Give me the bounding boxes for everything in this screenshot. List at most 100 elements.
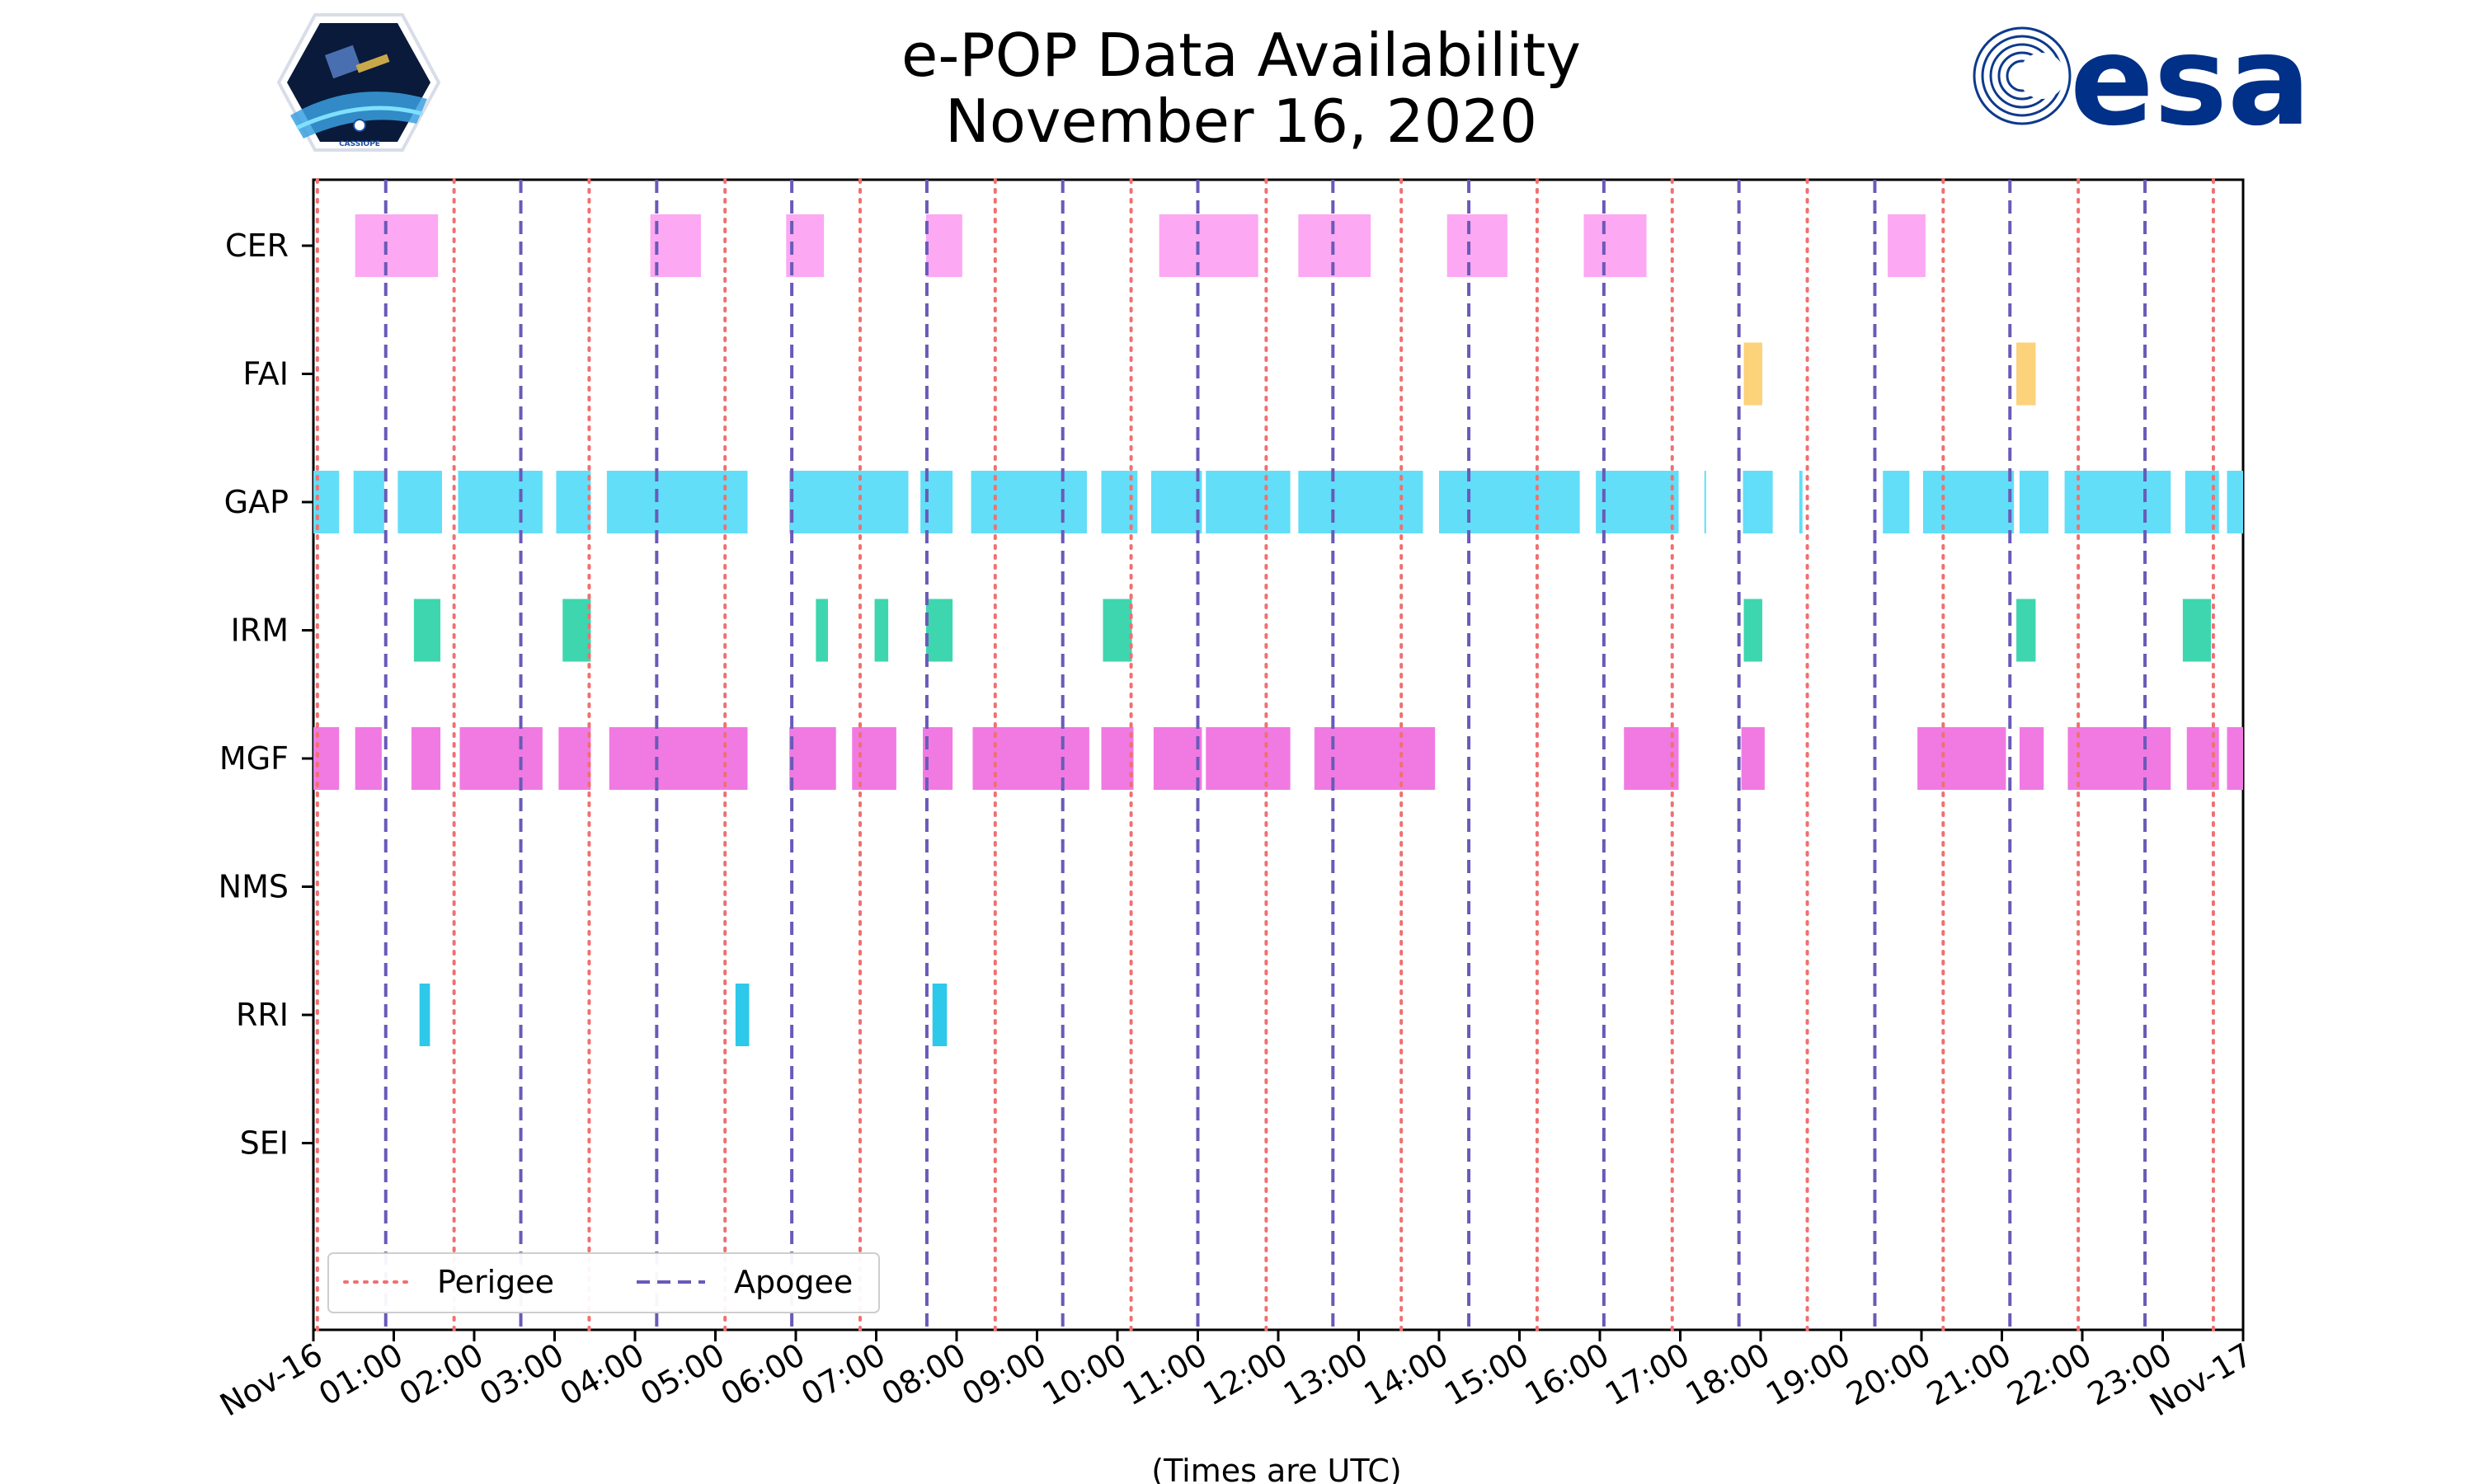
x-tick-label-4: 04:00 bbox=[554, 1336, 651, 1413]
bar-mgf-2 bbox=[411, 727, 441, 790]
y-tick-label-fai: FAI bbox=[242, 356, 289, 392]
bar-mgf-6 bbox=[789, 727, 836, 790]
x-tick-label-1: 01:00 bbox=[313, 1336, 409, 1413]
bar-fai-0 bbox=[1743, 342, 1762, 406]
x-tick-label-16: 16:00 bbox=[1519, 1336, 1616, 1413]
bar-cer-1 bbox=[650, 214, 701, 277]
cassiope-logo: CASSIOPE bbox=[276, 13, 441, 152]
x-tick-label-6: 06:00 bbox=[715, 1336, 811, 1413]
bar-irm-6 bbox=[1743, 599, 1762, 662]
bar-gap-1 bbox=[353, 471, 384, 533]
x-tick-label-19: 19:00 bbox=[1760, 1336, 1856, 1413]
bar-mgf-3 bbox=[459, 727, 543, 790]
bar-gap-17 bbox=[1799, 471, 1803, 533]
x-tick-label-21: 21:00 bbox=[1921, 1336, 2017, 1413]
bar-cer-4 bbox=[1159, 214, 1258, 277]
x-tick-label-10: 10:00 bbox=[1037, 1336, 1133, 1413]
bar-cer-0 bbox=[355, 214, 439, 277]
legend: Perigee Apogee bbox=[327, 1252, 880, 1313]
bar-irm-1 bbox=[562, 599, 591, 662]
x-tick-label-20: 20:00 bbox=[1841, 1336, 1937, 1413]
bar-mgf-20 bbox=[2227, 727, 2243, 790]
bar-cer-3 bbox=[925, 214, 962, 277]
x-tick-label-8: 08:00 bbox=[876, 1336, 972, 1413]
x-tick-label-18: 18:00 bbox=[1680, 1336, 1776, 1413]
bar-cer-6 bbox=[1446, 214, 1507, 277]
y-tick-label-mgf: MGF bbox=[219, 740, 289, 777]
bar-mgf-17 bbox=[2019, 727, 2044, 790]
bar-gap-13 bbox=[1439, 471, 1580, 533]
bar-gap-23 bbox=[2227, 471, 2243, 533]
bar-gap-18 bbox=[1883, 471, 1910, 533]
chart-title-line1: e-POP Data Availability bbox=[901, 21, 1581, 90]
x-tick-label-13: 13:00 bbox=[1277, 1336, 1374, 1413]
y-tick-label-rri: RRI bbox=[236, 997, 289, 1033]
bar-mgf-4 bbox=[558, 727, 591, 790]
bar-gap-20 bbox=[2019, 471, 2049, 533]
bar-gap-22 bbox=[2185, 471, 2219, 533]
bar-cer-7 bbox=[1583, 214, 1647, 277]
bar-gap-15 bbox=[1704, 471, 1706, 533]
x-tick-label-9: 09:00 bbox=[956, 1336, 1052, 1413]
esa-logo: esa bbox=[1973, 10, 2311, 153]
y-tick-label-gap: GAP bbox=[224, 484, 289, 520]
x-tick-label-15: 15:00 bbox=[1438, 1336, 1535, 1413]
bar-gap-2 bbox=[397, 471, 442, 533]
x-tick-label-11: 11:00 bbox=[1117, 1336, 1213, 1413]
bar-mgf-5 bbox=[609, 727, 748, 790]
bar-rri-2 bbox=[932, 984, 948, 1046]
bar-gap-16 bbox=[1743, 471, 1773, 533]
bar-rri-0 bbox=[419, 984, 430, 1046]
cassiope-logo-text: CASSIOPE bbox=[339, 140, 380, 148]
bar-gap-14 bbox=[1596, 471, 1679, 533]
bar-mgf-18 bbox=[2067, 727, 2171, 790]
y-tick-label-sei: SEI bbox=[240, 1125, 289, 1162]
bar-irm-2 bbox=[816, 599, 828, 662]
legend-box bbox=[327, 1252, 880, 1313]
bar-gap-5 bbox=[606, 471, 748, 533]
bar-mgf-9 bbox=[972, 727, 1089, 790]
bar-mgf-1 bbox=[355, 727, 382, 790]
bar-gap-19 bbox=[1922, 471, 2015, 533]
x-tick-label-7: 07:00 bbox=[795, 1336, 891, 1413]
y-tick-label-nms: NMS bbox=[219, 869, 289, 905]
bar-gap-12 bbox=[1298, 471, 1423, 533]
bar-mgf-14 bbox=[1624, 727, 1679, 790]
bar-mgf-16 bbox=[1917, 727, 2006, 790]
bar-irm-7 bbox=[2016, 599, 2036, 662]
bar-irm-4 bbox=[925, 599, 953, 662]
y-tick-label-cer: CER bbox=[225, 228, 289, 264]
x-tick-label-12: 12:00 bbox=[1197, 1336, 1294, 1413]
x-tick-label-0: Nov-16 bbox=[214, 1336, 328, 1424]
x-tick-label-5: 05:00 bbox=[634, 1336, 731, 1413]
bar-cer-8 bbox=[1888, 214, 1926, 277]
bar-mgf-10 bbox=[1101, 727, 1134, 790]
x-tick-label-22: 22:00 bbox=[2001, 1336, 2098, 1413]
bar-mgf-12 bbox=[1206, 727, 1291, 790]
legend-apogee-label: Apogee bbox=[734, 1264, 853, 1300]
x-tick-label-14: 14:00 bbox=[1358, 1336, 1455, 1413]
bar-gap-4 bbox=[556, 471, 591, 533]
bar-gap-11 bbox=[1206, 471, 1291, 533]
y-tick-label-irm: IRM bbox=[231, 613, 289, 649]
bar-gap-21 bbox=[2064, 471, 2171, 533]
bar-gap-6 bbox=[789, 471, 909, 533]
bar-mgf-15 bbox=[1741, 727, 1765, 790]
bar-gap-0 bbox=[313, 471, 340, 533]
bar-irm-0 bbox=[413, 599, 441, 662]
bar-gap-10 bbox=[1150, 471, 1202, 533]
chart-title-line2: November 16, 2020 bbox=[945, 87, 1537, 156]
bar-fai-1 bbox=[2016, 342, 2036, 406]
bar-gap-3 bbox=[458, 471, 543, 533]
bar-rri-1 bbox=[735, 984, 750, 1046]
bar-gap-8 bbox=[971, 471, 1087, 533]
x-tick-label-2: 02:00 bbox=[393, 1336, 490, 1413]
esa-wordmark: esa bbox=[2070, 10, 2311, 153]
x-axis-title: (Times are UTC) bbox=[1151, 1453, 1401, 1484]
x-tick-label-17: 17:00 bbox=[1599, 1336, 1696, 1413]
x-tick-label-3: 03:00 bbox=[473, 1336, 570, 1413]
bar-gap-9 bbox=[1101, 471, 1138, 533]
bar-irm-5 bbox=[1103, 599, 1132, 662]
bar-irm-3 bbox=[874, 599, 889, 662]
